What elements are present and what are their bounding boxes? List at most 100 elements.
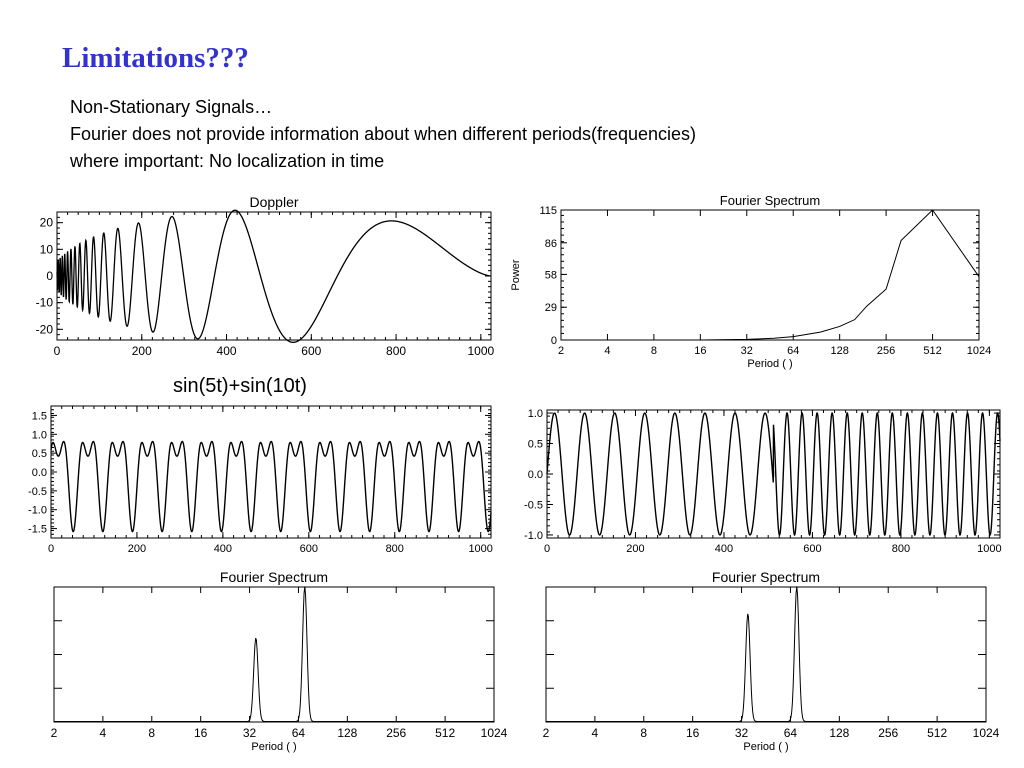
- x-tick-label: 400: [214, 543, 232, 555]
- x-tick-label: 256: [386, 726, 406, 740]
- x-tick-label: 800: [386, 543, 404, 555]
- y-tick-label: 20: [40, 216, 54, 230]
- x-tick-label: 64: [292, 726, 306, 740]
- text-line-1: Non-Stationary Signals…: [70, 97, 273, 117]
- x-tick-label: 16: [686, 726, 700, 740]
- y-tick-label: 0.5: [528, 439, 543, 451]
- x-tick-label: 200: [132, 344, 152, 358]
- x-tick-label: 128: [337, 726, 357, 740]
- x-tick-label: 1000: [468, 543, 492, 555]
- x-tick-label: 32: [741, 345, 753, 357]
- x-tick-label: 16: [694, 345, 706, 357]
- x-tick-label: 0: [48, 543, 54, 555]
- x-tick-label: 64: [787, 345, 799, 357]
- x-tick-label: 4: [100, 726, 107, 740]
- x-tick-label: 800: [892, 543, 910, 555]
- x-tick-label: 1024: [481, 726, 508, 740]
- x-tick-label: 0: [544, 543, 550, 555]
- x-tick-label: 64: [784, 726, 798, 740]
- x-tick-label: 400: [217, 344, 237, 358]
- x-tick-label: 1000: [467, 344, 494, 358]
- x-tick-label: 1024: [967, 345, 991, 357]
- y-tick-label: 115: [539, 205, 557, 217]
- chart-title: Fourier Spectrum: [220, 569, 328, 585]
- x-tick-label: 512: [927, 726, 947, 740]
- y-tick-label: -1.0: [28, 505, 47, 517]
- series-line: [546, 412, 1001, 536]
- x-axis-label: Period ( ): [747, 358, 792, 370]
- series-line: [561, 209, 980, 341]
- x-tick-label: 4: [604, 345, 610, 357]
- x-tick-label: 600: [300, 543, 318, 555]
- y-tick-label: 29: [545, 302, 557, 314]
- x-tick-label: 200: [626, 543, 644, 555]
- x-tick-label: 600: [803, 543, 821, 555]
- x-tick-label: 256: [877, 345, 895, 357]
- chart-title: Fourier Spectrum: [712, 569, 820, 585]
- x-tick-label: 200: [128, 543, 146, 555]
- text-line-3: where important: No localization in time: [70, 151, 385, 171]
- y-tick-label: 10: [40, 242, 54, 256]
- x-tick-label: 256: [878, 726, 898, 740]
- y-tick-label: -1.5: [28, 524, 47, 536]
- y-tick-label: -1.0: [524, 530, 543, 542]
- x-tick-label: 1024: [973, 726, 1000, 740]
- x-tick-label: 512: [923, 345, 941, 357]
- y-axis-label: Power: [510, 259, 522, 291]
- plot-frame: [50, 405, 492, 539]
- x-tick-label: 2: [51, 726, 58, 740]
- x-tick-label: 128: [829, 726, 849, 740]
- x-tick-label: 800: [386, 344, 406, 358]
- x-tick-label: 16: [194, 726, 208, 740]
- x-tick-label: 0: [54, 344, 61, 358]
- switch-spectrum-chart: Fourier Spectrum 2 4 8 16 32 64 128 256 512 1024 Pe…: [543, 569, 1000, 753]
- series-line: [50, 440, 492, 533]
- y-tick-label: 0.5: [32, 448, 47, 460]
- text-line-2: Fourier does not provide information abo…: [70, 124, 697, 144]
- y-tick-label: -10: [36, 296, 54, 310]
- x-axis-label: Period ( ): [251, 741, 296, 753]
- plot-frame: [53, 586, 495, 723]
- x-tick-label: 2: [558, 345, 564, 357]
- x-tick-label: 8: [148, 726, 155, 740]
- series-line: [56, 209, 492, 343]
- plot-frame: [560, 209, 980, 341]
- doppler-chart: Doppler 0 200 400 600 800 1000 -20 -10 0 10 20: [36, 194, 495, 358]
- sum-signal-chart: 0 200 400 600 800 1000 -1.5 -1.0 -0.5 0.0 0.5 1.0 1.…: [28, 405, 493, 555]
- sum-spectrum-chart: Fourier Spectrum 2 4 8 16 32 64 128 256 512 1024 Pe…: [51, 569, 508, 753]
- x-tick-label: 8: [640, 726, 647, 740]
- y-tick-label: -20: [36, 322, 54, 336]
- signal-caption: sin(5t)+sin(10t): [173, 375, 307, 397]
- slide-title: Limitations???: [62, 42, 249, 74]
- x-tick-label: 32: [243, 726, 257, 740]
- x-tick-label: 2: [543, 726, 550, 740]
- y-tick-label: 0.0: [32, 467, 47, 479]
- switch-signal-chart: 0 200 400 600 800 1000 -1.0 -0.5 0.0 0.5 1.0: [524, 408, 1002, 555]
- x-tick-label: 1000: [977, 543, 1001, 555]
- series-line: [546, 586, 986, 722]
- y-tick-label: 0.0: [528, 469, 543, 481]
- x-tick-label: 512: [435, 726, 455, 740]
- y-tick-label: -0.5: [28, 486, 47, 498]
- chart-title: Fourier Spectrum: [720, 193, 820, 208]
- y-tick-label: 86: [545, 238, 557, 250]
- y-tick-label: -0.5: [524, 499, 543, 511]
- y-tick-label: 1.0: [528, 408, 543, 420]
- slide-text: Non-Stationary Signals… Fourier does not…: [70, 94, 696, 175]
- x-axis-label: Period ( ): [743, 741, 788, 753]
- x-tick-label: 400: [715, 543, 733, 555]
- x-tick-label: 128: [830, 345, 848, 357]
- series-line: [54, 586, 494, 722]
- y-tick-label: 1.0: [32, 429, 47, 441]
- x-tick-label: 4: [592, 726, 599, 740]
- plot-frame: [545, 586, 987, 723]
- x-tick-label: 600: [301, 344, 321, 358]
- y-tick-label: 1.5: [32, 410, 47, 422]
- y-tick-label: 0: [551, 335, 557, 347]
- doppler-spectrum-chart: Fourier Spectrum 2 4 8 16 32 64 128 256 512 1024 0 2…: [510, 193, 991, 370]
- x-tick-label: 8: [651, 345, 657, 357]
- y-tick-label: 58: [545, 269, 557, 281]
- chart-title: Doppler: [249, 194, 298, 210]
- x-tick-label: 32: [735, 726, 749, 740]
- y-tick-label: 0: [46, 269, 53, 283]
